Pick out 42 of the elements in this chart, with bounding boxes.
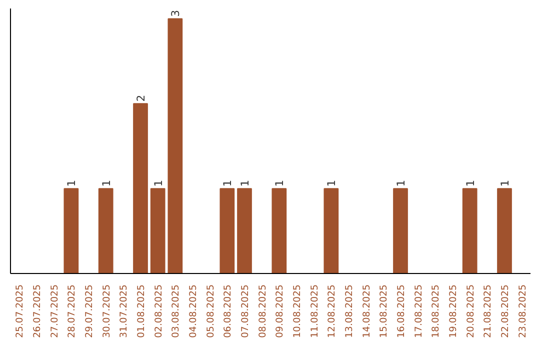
data-label: 1 — [464, 180, 477, 187]
x-tick-label: 28.07.2025 — [66, 284, 78, 338]
x-tick-label: 25.07.2025 — [14, 284, 26, 338]
data-label: 1 — [65, 180, 78, 187]
x-tick-label: 05.08.2025 — [205, 284, 216, 338]
x-tick-label: 13.08.2025 — [344, 284, 355, 338]
x-tick-label: 31.07.2025 — [118, 284, 130, 338]
data-label: 1 — [221, 180, 234, 187]
data-label: 1 — [152, 180, 165, 187]
x-tick-label: 11.08.2025 — [309, 284, 320, 338]
data-label: 3 — [169, 10, 182, 17]
x-tick-label: 21.08.2025 — [482, 284, 494, 338]
x-tick-label: 18.08.2025 — [430, 284, 442, 338]
x-tick-label: 16.08.2025 — [396, 284, 407, 338]
data-label: 1 — [273, 180, 286, 187]
x-tick-label: 03.08.2025 — [170, 284, 182, 338]
x-tick-label: 06.08.2025 — [222, 284, 234, 338]
x-tick-label: 15.08.2025 — [378, 284, 390, 338]
data-label: 1 — [100, 180, 113, 187]
x-tick-label: 30.07.2025 — [101, 284, 112, 338]
x-tick-label: 19.08.2025 — [448, 284, 459, 338]
x-tick-label: 17.08.2025 — [413, 284, 424, 338]
data-label: 1 — [238, 180, 252, 187]
x-tick-label: 08.08.2025 — [257, 284, 268, 338]
x-tick-label: 02.08.2025 — [153, 284, 164, 338]
x-tick-label: 14.08.2025 — [361, 284, 372, 338]
x-tick-label: 23.08.2025 — [517, 284, 528, 338]
x-tick-label: 09.08.2025 — [274, 284, 286, 338]
data-label: 1 — [498, 180, 512, 187]
data-label: 1 — [325, 180, 338, 187]
x-tick-label: 29.07.2025 — [84, 284, 95, 338]
x-tick-label: 07.08.2025 — [240, 284, 251, 338]
x-tick-label: 12.08.2025 — [326, 284, 338, 338]
x-tick-label: 10.08.2025 — [292, 284, 303, 338]
x-tick-label: 04.08.2025 — [188, 284, 199, 338]
data-label: 2 — [134, 94, 148, 102]
x-tick-label: 22.08.2025 — [500, 284, 511, 338]
x-tick-label: 20.08.2025 — [465, 284, 476, 338]
x-tick-label: 01.08.2025 — [136, 284, 147, 338]
x-tick-label: 26.07.2025 — [32, 284, 43, 338]
x-tick-label: 27.07.2025 — [49, 284, 60, 338]
data-label: 1 — [394, 180, 408, 187]
